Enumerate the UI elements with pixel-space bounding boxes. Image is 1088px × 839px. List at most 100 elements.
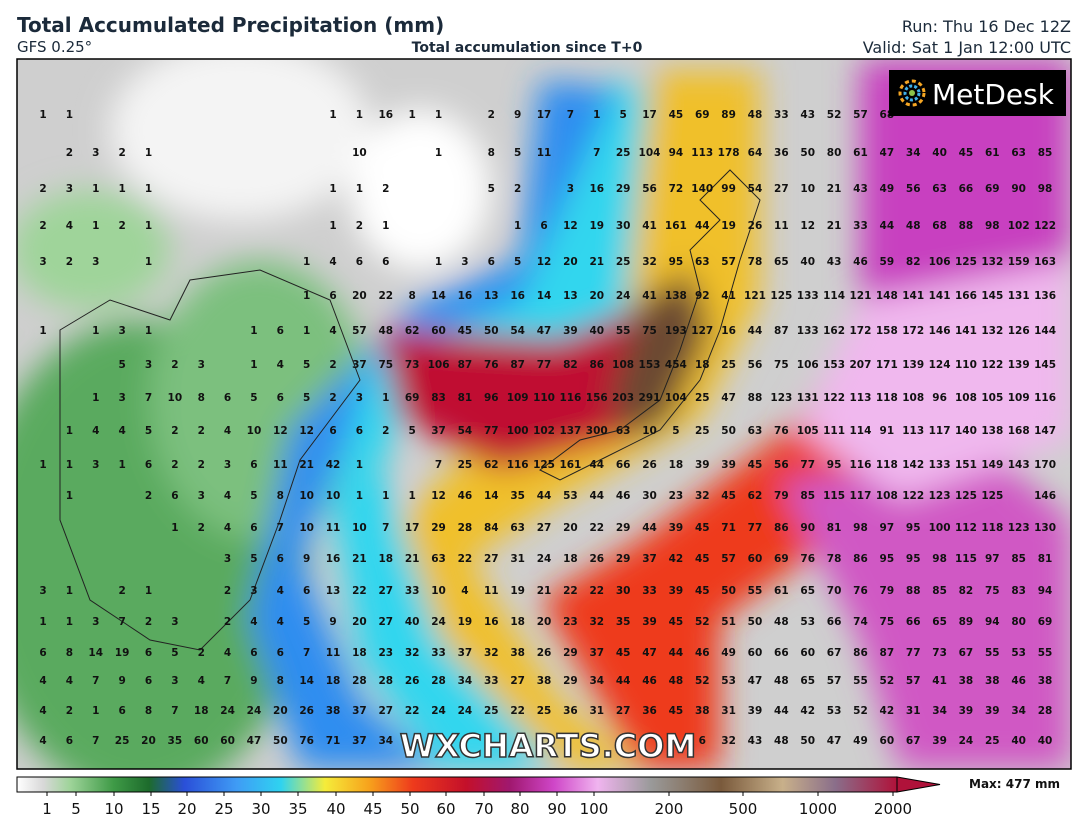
grid-value: 40 [589, 325, 604, 337]
grid-value: 33 [484, 675, 499, 687]
grid-value: 1 [382, 220, 389, 232]
grid-value: 47 [880, 147, 895, 159]
grid-value: 6 [303, 585, 310, 597]
grid-value: 28 [458, 522, 473, 534]
grid-value: 4 [39, 705, 46, 717]
grid-value: 52 [695, 616, 710, 628]
grid-value: 6 [277, 647, 284, 659]
grid-value: 116 [850, 459, 872, 471]
grid-value: 2 [198, 522, 205, 534]
grid-value: 96 [484, 392, 499, 404]
grid-value: 159 [1008, 256, 1030, 268]
grid-value: 116 [507, 459, 529, 471]
grid-value: 53 [1011, 647, 1026, 659]
grid-value: 21 [299, 459, 314, 471]
grid-value: 3 [118, 392, 125, 404]
grid-value: 74 [853, 616, 868, 628]
grid-value: 5 [145, 425, 152, 437]
grid-value: 40 [405, 616, 420, 628]
grid-value: 55 [1038, 647, 1053, 659]
grid-value: 86 [774, 522, 789, 534]
grid-value: 98 [932, 553, 947, 565]
grid-value: 37 [352, 705, 367, 717]
grid-value: 3 [198, 490, 205, 502]
grid-value: 1 [39, 325, 46, 337]
grid-value: 193 [665, 325, 687, 337]
colorbar-tick-label: 15 [141, 800, 160, 818]
grid-value: 89 [721, 109, 736, 121]
grid-value: 65 [800, 675, 815, 687]
colorbar-tick-label: 200 [655, 800, 684, 818]
subtitle: Total accumulation since T+0 [412, 40, 643, 56]
grid-value: 2 [224, 616, 231, 628]
grid-value: 63 [1011, 147, 1026, 159]
grid-value: 80 [1011, 616, 1026, 628]
grid-value: 18 [563, 553, 578, 565]
grid-value: 66 [959, 183, 974, 195]
grid-value: 96 [932, 392, 947, 404]
grid-value: 13 [326, 585, 341, 597]
grid-value: 63 [431, 553, 446, 565]
grid-value: 108 [902, 392, 924, 404]
grid-value: 85 [932, 585, 947, 597]
grid-value: 66 [906, 616, 921, 628]
grid-value: 81 [458, 392, 473, 404]
grid-value: 140 [691, 183, 713, 195]
grid-value: 6 [250, 522, 257, 534]
grid-value: 46 [853, 256, 868, 268]
grid-value: 1 [92, 183, 99, 195]
grid-value: 26 [405, 675, 420, 687]
grid-value: 60 [194, 735, 209, 747]
grid-value: 21 [589, 256, 604, 268]
grid-value: 78 [827, 553, 842, 565]
grid-value: 300 [586, 425, 608, 437]
grid-value: 83 [431, 392, 446, 404]
grid-value: 63 [932, 183, 947, 195]
grid-value: 10 [352, 147, 367, 159]
grid-value: 6 [699, 735, 706, 747]
grid-value: 6 [356, 256, 363, 268]
grid-value: 22 [563, 585, 578, 597]
grid-value: 9 [250, 675, 257, 687]
grid-value: 1 [66, 459, 73, 471]
grid-value: 66 [774, 647, 789, 659]
grid-value: 60 [220, 735, 235, 747]
grid-value: 2 [198, 425, 205, 437]
grid-value: 28 [352, 675, 367, 687]
logo-text: MetDesk [932, 78, 1055, 111]
grid-value: 20 [352, 616, 367, 628]
grid-value: 6 [277, 325, 284, 337]
grid-value: 25 [616, 256, 631, 268]
grid-value: 2 [198, 647, 205, 659]
colorbar-tick-label: 25 [214, 800, 233, 818]
grid-value: 41 [642, 290, 657, 302]
grid-value: 12 [299, 425, 314, 437]
grid-value: 67 [827, 647, 842, 659]
colorbar-ticks: 1 5 10 15 20 25 30 35 40 45 50 60 70 80 90 100 200 500 100… [42, 792, 912, 818]
grid-value: 5 [303, 616, 310, 628]
grid-value: 3 [567, 183, 574, 195]
grid-value: 113 [902, 425, 924, 437]
grid-value: 5 [171, 647, 178, 659]
grid-value: 29 [616, 522, 631, 534]
grid-value: 4 [224, 647, 231, 659]
colorbar-tick-label: 20 [177, 800, 196, 818]
grid-value: 137 [559, 425, 581, 437]
grid-value: 39 [721, 459, 736, 471]
grid-value: 80 [827, 147, 842, 159]
grid-value: 1 [356, 459, 363, 471]
grid-value: 156 [586, 392, 608, 404]
grid-value: 18 [326, 675, 341, 687]
grid-value: 57 [721, 256, 736, 268]
grid-value: 18 [510, 616, 525, 628]
grid-value: 55 [985, 647, 1000, 659]
grid-value: 6 [250, 459, 257, 471]
grid-value: 108 [955, 392, 977, 404]
grid-value: 2 [39, 183, 46, 195]
grid-value: 60 [748, 553, 763, 565]
grid-value: 12 [273, 425, 288, 437]
grid-value: 64 [748, 147, 763, 159]
colorbar-tick-label: 80 [510, 800, 529, 818]
grid-value: 1 [145, 147, 152, 159]
grid-value: 71 [326, 735, 341, 747]
